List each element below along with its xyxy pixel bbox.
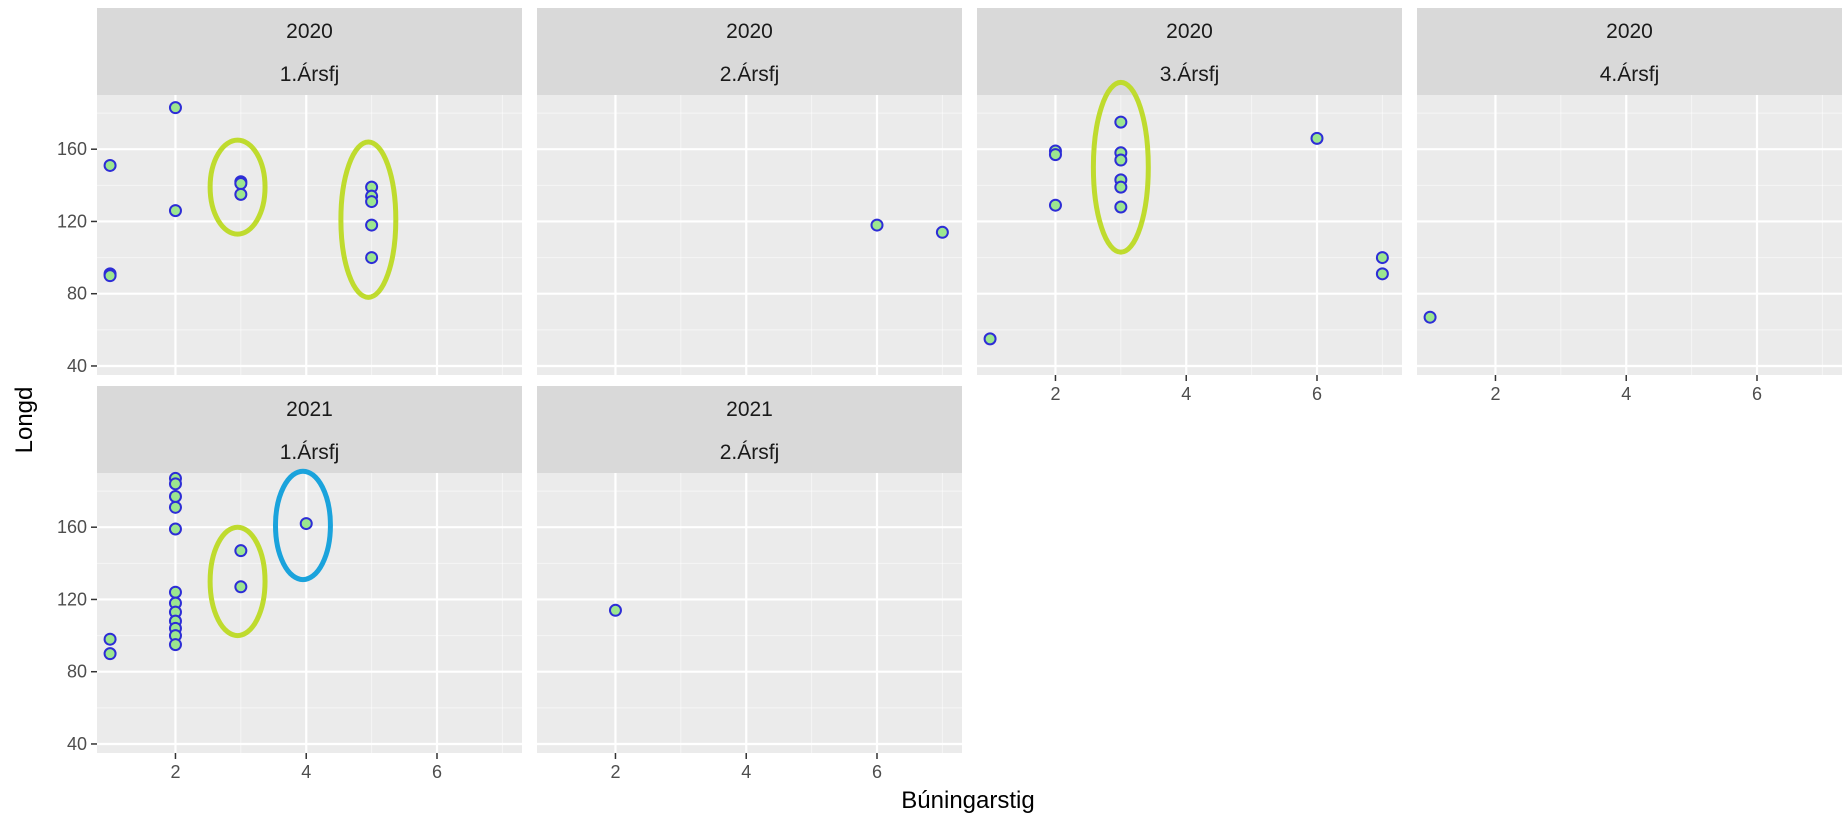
data-point: [1310, 131, 1324, 145]
data-point: [299, 517, 313, 531]
facet-strip-year: 2020: [286, 20, 333, 43]
panel-background: [97, 95, 522, 375]
facet-strip-quarter: 3.Ársfj: [1160, 63, 1220, 86]
facet-strip: [1417, 8, 1842, 95]
facet-panel-3: 2020 3.Ársfj: [977, 8, 1402, 375]
data-point: [168, 638, 182, 652]
y-tick-label: 120: [57, 589, 87, 609]
panel-background: [977, 95, 1402, 375]
data-point: [234, 187, 248, 201]
data-point: [234, 177, 248, 191]
facet-panel-5: 2021 1.Ársfj: [97, 386, 522, 753]
panel-background: [537, 473, 962, 753]
data-point: [1375, 251, 1389, 265]
data-point: [365, 218, 379, 232]
data-point: [168, 522, 182, 536]
data-point: [1375, 267, 1389, 281]
facet-strip-year: 2020: [1606, 20, 1653, 43]
highlight-ellipse-green: [207, 524, 268, 639]
x-tick-label: 6: [1312, 384, 1322, 404]
data-point: [168, 204, 182, 218]
x-tick-label: 2: [610, 762, 620, 782]
data-point: [103, 269, 117, 283]
data-point: [935, 225, 949, 239]
data-point: [168, 500, 182, 514]
facet-panel-2: 2020 2.Ársfj: [537, 8, 962, 375]
facet-strip-quarter: 1.Ársfj: [280, 441, 340, 464]
axes: 40 80 120 160 2 4 6 2 4 6 40 80 120 160 2 4 6 2 4 6: [57, 139, 1762, 782]
facet-strip-quarter: 1.Ársfj: [280, 63, 340, 86]
facet-strip: [977, 8, 1402, 95]
facet-panel-1: 2020 1.Ársfj: [97, 8, 522, 375]
highlight-ellipse-blue: [273, 468, 333, 583]
data-point: [983, 332, 997, 346]
x-tick-label: 2: [1490, 384, 1500, 404]
facet-strip-year: 2021: [726, 398, 773, 421]
facet-panels: 2020 1.Ársfj 2020 2.Ársfj 2020 3.Ársfj 2020 4.Á…: [97, 8, 1842, 753]
facet-strip-year: 2020: [726, 20, 773, 43]
facet-strip-quarter: 2.Ársfj: [720, 441, 780, 464]
data-point: [1048, 148, 1062, 162]
x-tick-label: 4: [301, 762, 311, 782]
data-point: [1114, 115, 1128, 129]
facet-strip-quarter: 4.Ársfj: [1600, 63, 1660, 86]
y-tick-label: 160: [57, 517, 87, 537]
facet-strip-quarter: 2.Ársfj: [720, 63, 780, 86]
highlight-ellipse-green: [207, 137, 268, 237]
facet-strip-year: 2020: [1166, 20, 1213, 43]
x-tick-label: 6: [872, 762, 882, 782]
data-point: [168, 101, 182, 115]
data-point: [1048, 198, 1062, 212]
x-tick-label: 6: [432, 762, 442, 782]
data-point: [103, 647, 117, 661]
data-point: [1114, 200, 1128, 214]
x-tick-label: 2: [170, 762, 180, 782]
y-tick-label: 40: [67, 734, 87, 754]
y-tick-label: 40: [67, 356, 87, 376]
facet-strip: [537, 8, 962, 95]
facet-strip-year: 2021: [286, 398, 333, 421]
data-point: [234, 580, 248, 594]
data-point: [1114, 180, 1128, 194]
facet-strip: [97, 386, 522, 473]
data-point: [365, 251, 379, 265]
panel-background: [1417, 95, 1842, 375]
data-point: [365, 195, 379, 209]
x-tick-label: 4: [741, 762, 751, 782]
facet-panel-4: 2020 4.Ársfj: [1417, 8, 1842, 375]
y-axis-title: Longd: [11, 387, 38, 454]
data-point: [168, 477, 182, 491]
data-point: [1423, 310, 1437, 324]
panel-background: [97, 473, 522, 753]
data-point: [870, 218, 884, 232]
y-tick-label: 120: [57, 211, 87, 231]
data-point: [1114, 153, 1128, 167]
y-tick-label: 160: [57, 139, 87, 159]
x-tick-label: 4: [1621, 384, 1631, 404]
data-point: [608, 603, 622, 617]
y-tick-label: 80: [67, 662, 87, 682]
x-axis-title: Búningarstig: [901, 787, 1034, 814]
y-tick-label: 80: [67, 284, 87, 304]
x-tick-label: 6: [1752, 384, 1762, 404]
highlight-ellipse-green: [338, 139, 399, 300]
facet-strip: [97, 8, 522, 95]
panel-background: [537, 95, 962, 375]
data-point: [168, 489, 182, 503]
facet-panel-6: 2021 2.Ársfj: [537, 386, 962, 753]
x-tick-label: 2: [1050, 384, 1060, 404]
data-point: [168, 585, 182, 599]
x-tick-label: 4: [1181, 384, 1191, 404]
data-point: [234, 544, 248, 558]
highlight-ellipse-green: [1090, 79, 1151, 255]
data-point: [103, 632, 117, 646]
data-point: [103, 158, 117, 172]
facet-strip: [537, 386, 962, 473]
